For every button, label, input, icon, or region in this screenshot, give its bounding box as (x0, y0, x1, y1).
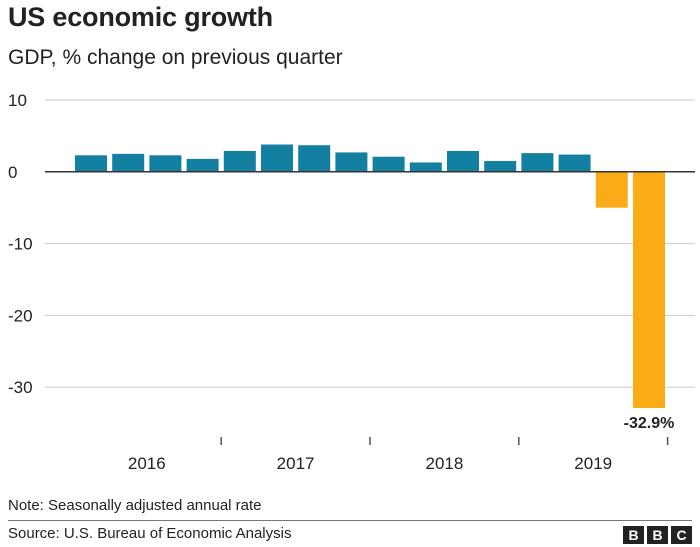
bar (149, 155, 182, 172)
bar (75, 155, 107, 172)
bar (335, 152, 368, 172)
y-axis-tick-labels: 10 0 -10 -20 -30 (8, 91, 33, 397)
gridlines (45, 99, 695, 388)
bar (298, 145, 331, 172)
bar (372, 156, 405, 172)
bar (633, 171, 665, 409)
y-tick-label: -30 (8, 378, 33, 397)
y-tick-label: 0 (8, 163, 17, 182)
bbc-logo-letter: B (647, 526, 668, 544)
x-axis: 20162017201820192020 (128, 437, 669, 473)
annotations: -32.9% (624, 415, 675, 432)
data-label: -32.9% (624, 415, 675, 432)
bar (186, 158, 219, 172)
bar (595, 171, 628, 208)
chart-title: US economic growth (8, 2, 273, 32)
bar (484, 161, 517, 172)
bar-chart: 100-10-20-30 20162017201820192020 -32.9% (8, 91, 695, 473)
bar (447, 150, 479, 172)
bbc-logo-letter: C (671, 526, 692, 544)
bar (558, 154, 591, 172)
y-tick-label: 10 (8, 91, 27, 110)
x-tick-label: 2017 (277, 454, 315, 473)
bar (261, 144, 293, 172)
x-tick-label: 2019 (574, 454, 612, 473)
bars (75, 144, 665, 409)
x-tick-label: 2018 (425, 454, 463, 473)
chart-source: Source: U.S. Bureau of Economic Analysis (8, 525, 292, 542)
bar (521, 153, 554, 172)
bar (409, 162, 442, 172)
bbc-logo: B B C (623, 526, 692, 544)
y-tick-label: -20 (8, 306, 33, 325)
footer-divider (8, 520, 692, 521)
bar (223, 150, 256, 172)
y-tick-label: -10 (8, 235, 33, 254)
x-tick-label: 2016 (128, 454, 166, 473)
chart-subtitle: GDP, % change on previous quarter (8, 46, 343, 69)
bbc-logo-letter: B (623, 526, 644, 544)
chart-note: Note: Seasonally adjusted annual rate (8, 497, 262, 514)
bar (112, 153, 145, 172)
